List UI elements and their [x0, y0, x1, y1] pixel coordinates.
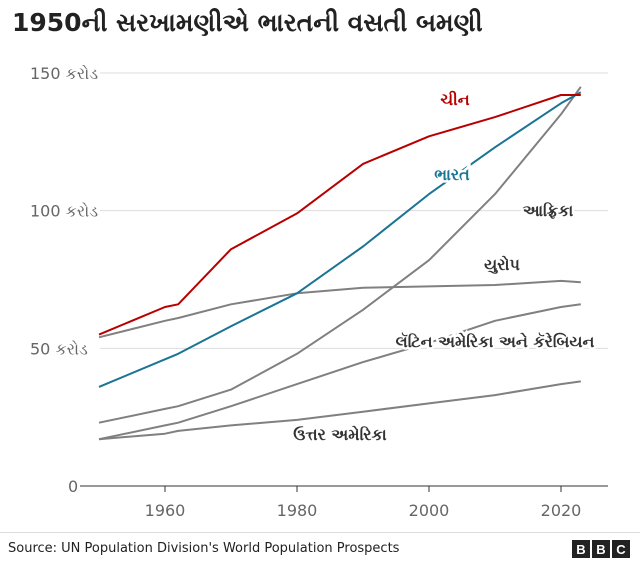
chart-title: 1950ની સરખામણીએ ભારતની વસતી બમણી: [12, 8, 483, 37]
series-label: યુરોપ: [484, 254, 520, 275]
bbc-logo: B B C: [572, 540, 630, 558]
series-label: આફ્રિકા: [523, 201, 574, 220]
source-note: Source: UN Population Division's World P…: [8, 541, 400, 556]
series-label: ઉત્તર અમેરિકા: [293, 424, 387, 444]
series-label: લૅટિન અમેરિકા અને કૅરેબિયન: [396, 331, 595, 351]
x-tick-label: 1980: [277, 501, 318, 520]
series-label: ભારત: [434, 165, 470, 184]
series-line: [98, 86, 582, 424]
line-chart: 0 50 કરોડ 100 કરોડ 150 કરોડ 1960 1980 2000 2020…: [30, 64, 608, 520]
y-tick-label: 0: [68, 477, 78, 496]
series-line: [98, 91, 582, 388]
footer-divider: [0, 532, 640, 533]
series-line: [98, 279, 581, 339]
x-tick-label: 2020: [541, 501, 582, 520]
series-line: [98, 303, 581, 441]
x-tick-label: 1960: [145, 501, 186, 520]
y-tick-label: 100 કરોડ: [30, 202, 98, 221]
bbc-logo-letter: C: [612, 540, 630, 558]
bbc-logo-letter: B: [572, 540, 590, 558]
y-tick-label: 150 કરોડ: [30, 64, 98, 83]
bbc-logo-letter: B: [592, 540, 610, 558]
series-line: [98, 380, 581, 441]
series-label: ચીન: [440, 90, 469, 109]
series-line: [98, 94, 581, 336]
y-tick-label: 50 કરોડ: [30, 339, 88, 358]
x-tick-label: 2000: [409, 501, 450, 520]
